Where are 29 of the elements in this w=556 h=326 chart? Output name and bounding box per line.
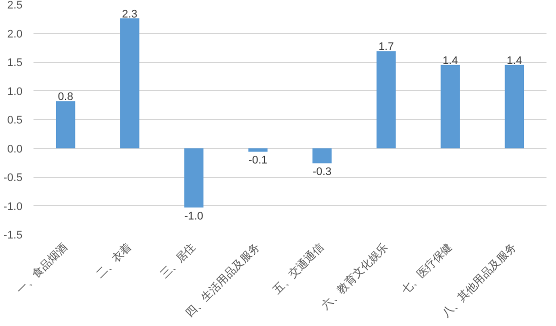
bar xyxy=(56,101,76,148)
y-tick-label: 1.5 xyxy=(7,57,23,69)
data-label: 1.4 xyxy=(442,54,458,67)
x-tick-label: 五、交通通信 xyxy=(270,240,326,296)
bar xyxy=(312,148,332,164)
bar xyxy=(120,18,140,148)
y-tick-label: 2.5 xyxy=(7,0,23,12)
y-tick-label: -1.5 xyxy=(4,230,23,242)
y-tick-label: 0.5 xyxy=(7,114,23,126)
x-tick-label: 二、衣着 xyxy=(94,240,134,281)
x-tick-label: 一、食品烟酒 xyxy=(14,240,70,296)
bar xyxy=(440,64,460,148)
data-label: -1.0 xyxy=(184,210,204,222)
data-label: -0.1 xyxy=(248,154,268,167)
y-tick-label: 0.0 xyxy=(7,143,23,156)
data-label: -0.3 xyxy=(312,166,332,178)
data-label: 1.4 xyxy=(506,54,522,67)
y-tick-label: 1.0 xyxy=(7,86,23,98)
data-label: 2.3 xyxy=(122,8,138,20)
data-label: 1.7 xyxy=(378,41,394,54)
bar xyxy=(184,148,204,208)
data-label: 0.8 xyxy=(58,91,74,104)
x-tick-label: 七、医疗保健 xyxy=(398,240,455,296)
bar xyxy=(376,51,396,148)
x-tick-label: 三、居住 xyxy=(158,241,198,281)
y-tick-label: -0.5 xyxy=(4,172,23,184)
y-tick-label: 2.0 xyxy=(7,28,23,40)
bar xyxy=(504,64,524,148)
y-tick-label: -1.0 xyxy=(4,200,23,213)
